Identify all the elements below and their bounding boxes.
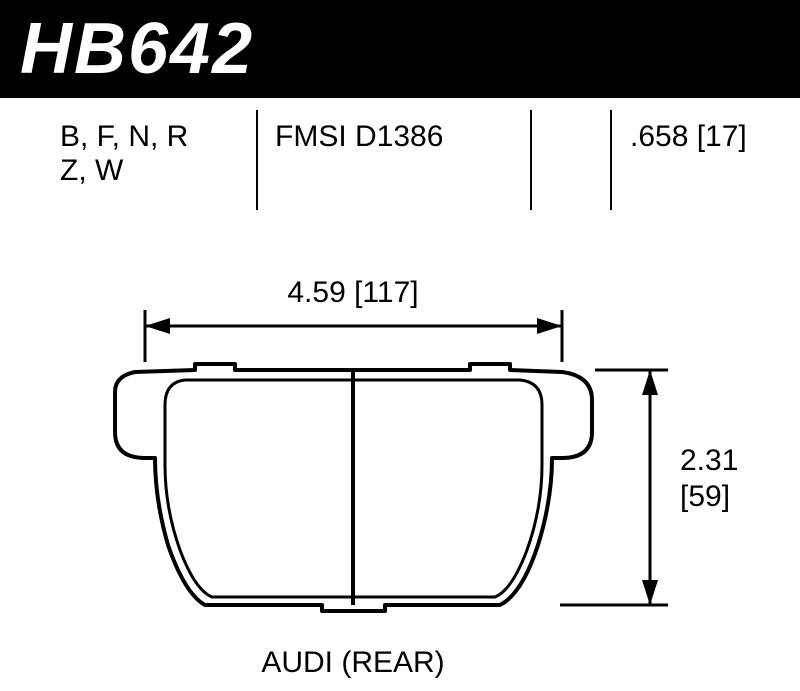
- width-dimension: 4.59 [117]: [145, 276, 562, 362]
- fmsi-cell: FMSI D1386: [275, 120, 443, 154]
- footer-label: AUDI (REAR): [261, 646, 444, 679]
- height-dimension: 2.31 [59]: [560, 370, 738, 605]
- brake-pad-outline: [115, 364, 592, 611]
- header-bar: HB642: [0, 0, 800, 98]
- height-label-line2: [59]: [680, 480, 730, 513]
- height-label-line1: 2.31: [680, 444, 738, 477]
- compounds-line1: B, F, N, R: [60, 120, 188, 154]
- divider-2: [530, 110, 532, 210]
- width-label: 4.59 [117]: [287, 276, 418, 309]
- brake-pad-diagram: 4.59 [117] 2.31 [59] AUDI (REAR): [0, 240, 800, 690]
- divider-3: [610, 110, 612, 210]
- drawing-area: 4.59 [117] 2.31 [59] AUDI (REAR): [0, 240, 800, 690]
- thickness-cell: .658 [17]: [630, 120, 747, 154]
- divider-1: [256, 110, 258, 210]
- part-number: HB642: [20, 8, 254, 90]
- compounds-cell: B, F, N, R Z, W: [60, 120, 188, 188]
- compounds-line2: Z, W: [60, 154, 188, 188]
- info-row: B, F, N, R Z, W FMSI D1386 .658 [17]: [0, 120, 800, 230]
